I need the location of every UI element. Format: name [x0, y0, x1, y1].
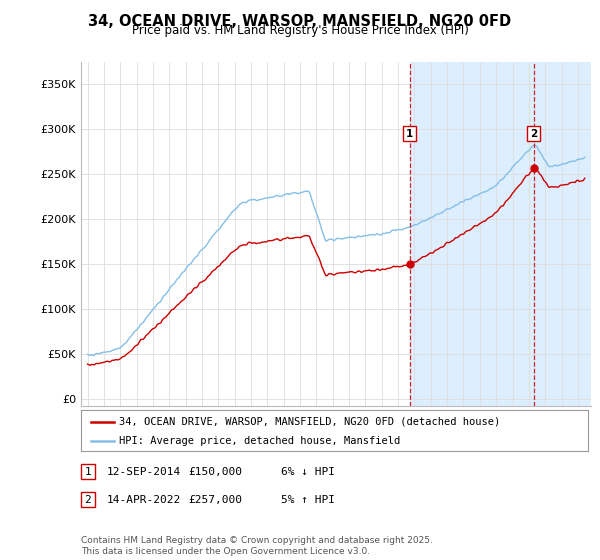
Text: 5% ↑ HPI: 5% ↑ HPI [281, 494, 335, 505]
Text: 2: 2 [530, 129, 537, 138]
Text: Contains HM Land Registry data © Crown copyright and database right 2025.
This d: Contains HM Land Registry data © Crown c… [81, 536, 433, 556]
Text: 1: 1 [85, 466, 91, 477]
Text: 14-APR-2022: 14-APR-2022 [107, 494, 181, 505]
Text: 2: 2 [85, 494, 91, 505]
Bar [533, 62, 591, 406]
Text: 34, OCEAN DRIVE, WARSOP, MANSFIELD, NG20 0FD: 34, OCEAN DRIVE, WARSOP, MANSFIELD, NG20… [88, 14, 512, 29]
Bar [410, 62, 533, 406]
Text: Price paid vs. HM Land Registry's House Price Index (HPI): Price paid vs. HM Land Registry's House … [131, 24, 469, 37]
Text: £257,000: £257,000 [188, 494, 242, 505]
Text: HPI: Average price, detached house, Mansfield: HPI: Average price, detached house, Mans… [119, 436, 400, 446]
Text: 1: 1 [406, 129, 413, 138]
Text: 34, OCEAN DRIVE, WARSOP, MANSFIELD, NG20 0FD (detached house): 34, OCEAN DRIVE, WARSOP, MANSFIELD, NG20… [119, 417, 500, 427]
Text: 12-SEP-2014: 12-SEP-2014 [107, 466, 181, 477]
Text: 6% ↓ HPI: 6% ↓ HPI [281, 466, 335, 477]
Text: £150,000: £150,000 [188, 466, 242, 477]
